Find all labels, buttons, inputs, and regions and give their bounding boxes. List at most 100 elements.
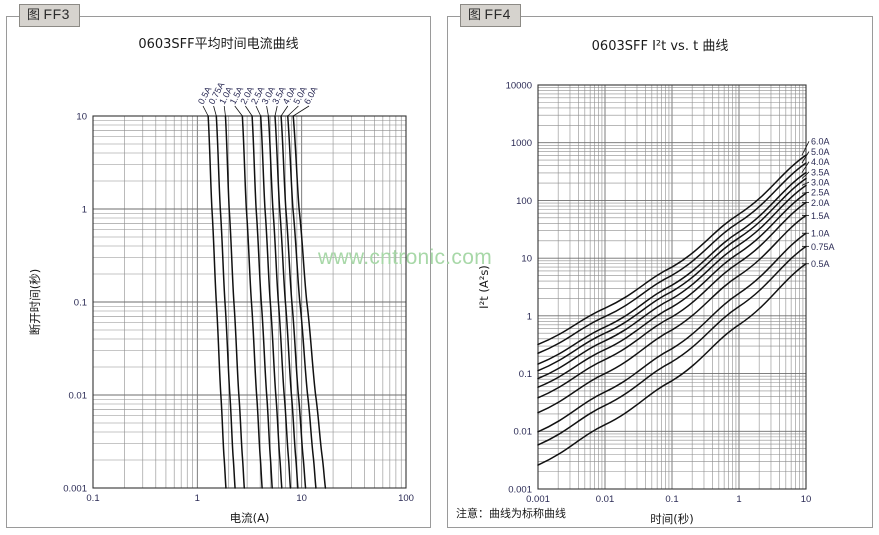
series-label-leader <box>801 171 810 179</box>
series-label-0.5A: 0.5A <box>811 259 830 269</box>
series-label-leader <box>801 141 810 156</box>
curve-6.0A <box>537 154 807 346</box>
callout-leader <box>202 105 209 117</box>
x-tick-label: 10 <box>801 494 812 505</box>
curve-4.0A <box>537 171 807 365</box>
y-tick-label: 0.001 <box>508 484 532 495</box>
plot-frame <box>92 115 407 489</box>
curve-1.0A <box>537 232 807 433</box>
curve-2.5A <box>259 115 283 489</box>
curve-1.5A <box>241 115 263 489</box>
chart-ff4-note: 注意：曲线为标称曲线 <box>456 507 566 520</box>
callout-leader <box>223 105 226 117</box>
y-tick-label: 1 <box>527 311 532 322</box>
callout-leader <box>274 105 278 117</box>
x-tick-label: 0.001 <box>526 494 550 505</box>
curve-group <box>537 154 807 466</box>
panel-ff4: 图 FF4 0603SFF I²t vs. t 曲线 0.001 0.01 0.1 1 1… <box>447 4 873 528</box>
y-tick-label: 1000 <box>511 138 532 149</box>
curve-3.5A <box>274 115 299 489</box>
curve-0.75A <box>537 245 807 446</box>
callout-leader <box>213 105 217 117</box>
x-tick-label: 1 <box>195 493 200 504</box>
y-tick-label: 10 <box>76 111 87 122</box>
series-label-1.5A: 1.5A <box>811 211 830 221</box>
callout-leader <box>293 105 310 117</box>
series-label-leader <box>801 191 810 194</box>
callout-leader <box>287 105 299 117</box>
panel-ff4-tab-ideograph: 图 <box>468 8 482 23</box>
series-label-2.0A: 2.0A <box>811 198 830 208</box>
x-tick-label: 0.1 <box>665 494 678 505</box>
y-axis-title: 断开时间(秒) <box>28 269 42 335</box>
curve-1.0A <box>224 115 246 489</box>
x-tick-label: 100 <box>398 493 414 504</box>
series-label-5.0A: 5.0A <box>811 147 830 157</box>
grid-lines <box>92 115 407 489</box>
callout-leader <box>266 105 269 117</box>
panel-ff4-tab: 图 FF4 <box>460 4 521 27</box>
series-label-leader <box>801 161 810 173</box>
series-label-leader <box>801 151 810 164</box>
panel-ff3: 图 FF3 0603SFF平均时间电流曲线 0.1 1 10 100 0.001 0.01 0… <box>6 4 431 528</box>
callout-leader <box>245 105 253 117</box>
series-label-3.5A: 3.5A <box>811 167 830 177</box>
callout-leader <box>255 105 262 117</box>
chart-ff3-canvas: 0.1 1 10 100 0.001 0.01 0.1 1 10 电流(A) 断开时间(秒) 0.5A… <box>28 80 414 525</box>
curve-6.0A <box>292 115 327 489</box>
plot-frame <box>537 84 807 490</box>
y-tick-label: 0.1 <box>519 369 532 380</box>
series-labels: 0.5A 0.75A 1.0A 1.5A 2.0A2.5A3.0A3.5A4.0A5.0… <box>801 137 835 269</box>
x-axis-title: 时间(秒) <box>650 512 693 526</box>
grid-lines <box>537 84 807 490</box>
x-tick-label: 0.1 <box>86 493 99 504</box>
y-tick-label: 0.001 <box>63 483 87 494</box>
curve-2.0A <box>251 115 273 489</box>
axis-tick-labels: 0.001 0.01 0.1 1 10 0.001 0.01 0.1 1 10 100 1000 100… <box>506 80 812 505</box>
series-label-leader <box>801 181 810 186</box>
callout-leader <box>280 105 289 117</box>
chart-ff4-canvas: 0.001 0.01 0.1 1 10 0.001 0.01 0.1 1 10 100 1000 100… <box>477 80 835 526</box>
panel-ff3-tab-label: FF3 <box>43 6 70 22</box>
chart-ff3-title: 0603SFF平均时间电流曲线 <box>138 37 299 52</box>
series-label-3.0A: 3.0A <box>811 178 830 188</box>
axis-tick-labels: 0.1 1 10 100 0.001 0.01 0.1 1 10 <box>63 111 414 504</box>
y-tick-label: 0.01 <box>69 390 88 401</box>
series-label-6.0A: 6.0A <box>811 137 830 147</box>
y-axis-title: I²t (A²s) <box>477 265 491 309</box>
y-tick-label: 10 <box>521 254 532 265</box>
chart-ff4-title: 0603SFF I²t vs. t 曲线 <box>591 39 729 54</box>
curve-5.0A <box>286 115 317 489</box>
x-tick-label: 0.01 <box>596 494 615 505</box>
curve-2.5A <box>537 192 807 388</box>
curve-3.0A <box>537 184 807 380</box>
y-tick-label: 0.1 <box>74 297 87 308</box>
series-label-4.0A: 4.0A <box>811 157 830 167</box>
y-tick-label: 10000 <box>506 80 532 91</box>
curve-2.0A <box>537 201 807 399</box>
curve-0.5A <box>207 115 227 489</box>
curve-0.75A <box>215 115 236 489</box>
panel-ff3-tab-ideograph: 图 <box>27 8 41 23</box>
series-callouts: 0.5A0.75A1.0A1.5A2.0A2.5A3.0A3.5A4.0A5.0… <box>196 80 319 117</box>
curve-4.0A <box>280 115 307 489</box>
callout-leader <box>234 105 243 117</box>
series-label-1.0A: 1.0A <box>811 229 830 239</box>
x-tick-label: 10 <box>296 493 307 504</box>
series-label-2.5A: 2.5A <box>811 188 830 198</box>
x-tick-label: 1 <box>736 494 741 505</box>
panel-ff4-tab-label: FF4 <box>484 6 511 22</box>
curve-group <box>207 115 327 489</box>
curve-5.0A <box>537 162 807 354</box>
y-tick-label: 100 <box>516 196 532 207</box>
curve-3.5A <box>537 177 807 372</box>
curve-1.5A <box>537 214 807 414</box>
curve-0.5A <box>537 262 807 466</box>
x-axis-title: 电流(A) <box>230 511 270 525</box>
panel-ff3-tab: 图 FF3 <box>19 4 80 27</box>
y-tick-label: 0.01 <box>514 427 533 438</box>
y-tick-label: 1 <box>82 204 87 215</box>
curve-3.0A <box>267 115 292 489</box>
series-label-0.75A: 0.75A <box>811 242 835 252</box>
